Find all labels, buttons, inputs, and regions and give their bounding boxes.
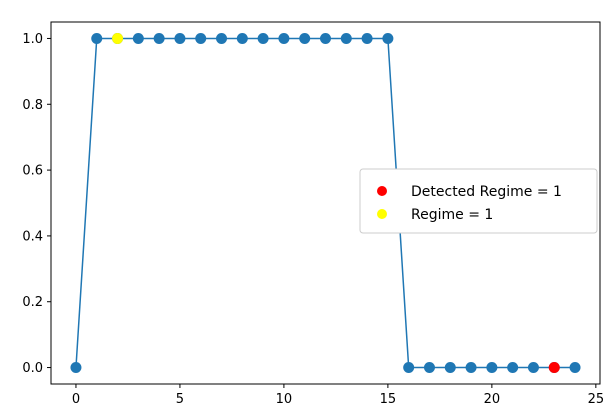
data-point bbox=[486, 362, 498, 374]
legend-box bbox=[359, 168, 598, 234]
x-tick-label: 10 bbox=[276, 392, 293, 407]
y-tick-label: 0.6 bbox=[22, 164, 43, 179]
legend-label-regime: Regime = 1 bbox=[411, 207, 493, 223]
x-tick-label: 25 bbox=[588, 392, 605, 407]
data-point bbox=[444, 362, 456, 374]
y-tick-label: 1.0 bbox=[22, 32, 43, 47]
legend-label-detected: Detected Regime = 1 bbox=[411, 184, 562, 200]
data-point bbox=[465, 362, 477, 374]
data-point bbox=[195, 32, 207, 44]
data-point bbox=[382, 32, 394, 44]
x-tick-label: 15 bbox=[380, 392, 397, 407]
data-point bbox=[340, 32, 352, 44]
y-tick-label: 0.2 bbox=[22, 295, 43, 310]
data-point bbox=[507, 362, 519, 374]
data-point bbox=[174, 32, 186, 44]
data-point bbox=[91, 32, 103, 44]
data-point bbox=[70, 362, 82, 374]
data-point bbox=[299, 32, 311, 44]
data-point bbox=[153, 32, 165, 44]
x-tick-label: 5 bbox=[176, 392, 184, 407]
data-point bbox=[216, 32, 228, 44]
y-axis-ticks: 0.0 0.2 0.4 0.6 0.8 1.0 bbox=[22, 32, 51, 376]
series-layer bbox=[70, 32, 581, 374]
data-point bbox=[278, 32, 290, 44]
legend-marker-detected bbox=[377, 186, 387, 196]
legend: Detected Regime = 1 Regime = 1 bbox=[359, 168, 598, 234]
y-tick-label: 0.0 bbox=[22, 361, 43, 376]
data-point bbox=[361, 32, 373, 44]
y-tick-label: 0.8 bbox=[22, 98, 43, 113]
data-point bbox=[132, 32, 144, 44]
highlight-point bbox=[112, 32, 124, 44]
highlight-layer bbox=[112, 32, 560, 374]
data-point bbox=[403, 362, 415, 374]
x-tick-label: 20 bbox=[484, 392, 501, 407]
data-point bbox=[569, 362, 581, 374]
data-point bbox=[236, 32, 248, 44]
x-tick-label: 0 bbox=[72, 392, 80, 407]
data-point bbox=[320, 32, 331, 44]
data-point bbox=[423, 362, 435, 374]
data-point bbox=[257, 32, 269, 44]
legend-marker-regime bbox=[377, 209, 387, 219]
data-point bbox=[527, 362, 539, 374]
highlight-point bbox=[548, 362, 560, 374]
y-tick-label: 0.4 bbox=[22, 229, 43, 244]
x-axis-ticks: 0 5 10 15 20 25 bbox=[72, 384, 604, 407]
